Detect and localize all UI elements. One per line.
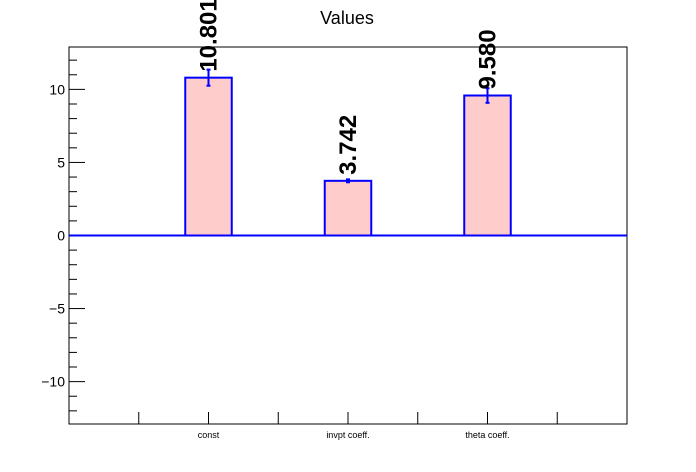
bar [323, 179, 373, 237]
bar-value-label: 9.580 [475, 29, 502, 89]
error-bars [206, 68, 490, 184]
y-tick-label: −10 [41, 374, 65, 390]
x-category-label: theta coeff. [465, 430, 509, 440]
x-category-label: const [198, 430, 220, 440]
bar [184, 76, 233, 237]
bar-value-label: 10.801 [196, 0, 223, 72]
bar [463, 94, 512, 237]
y-axis: −10 −5 0 5 10 [41, 59, 85, 412]
value-labels: 10.801 3.742 9.580 [196, 0, 502, 175]
chart-title: Values [320, 8, 374, 28]
y-tick-label: 5 [57, 154, 65, 170]
x-axis: const invpt coeff. theta coeff. [138, 412, 558, 440]
bar-value-label: 3.742 [335, 115, 362, 175]
y-tick-label: 10 [49, 81, 65, 97]
y-tick-label: 0 [57, 228, 65, 244]
bars [184, 76, 512, 237]
x-category-label: invpt coeff. [326, 430, 369, 440]
y-tick-label: −5 [49, 301, 65, 317]
